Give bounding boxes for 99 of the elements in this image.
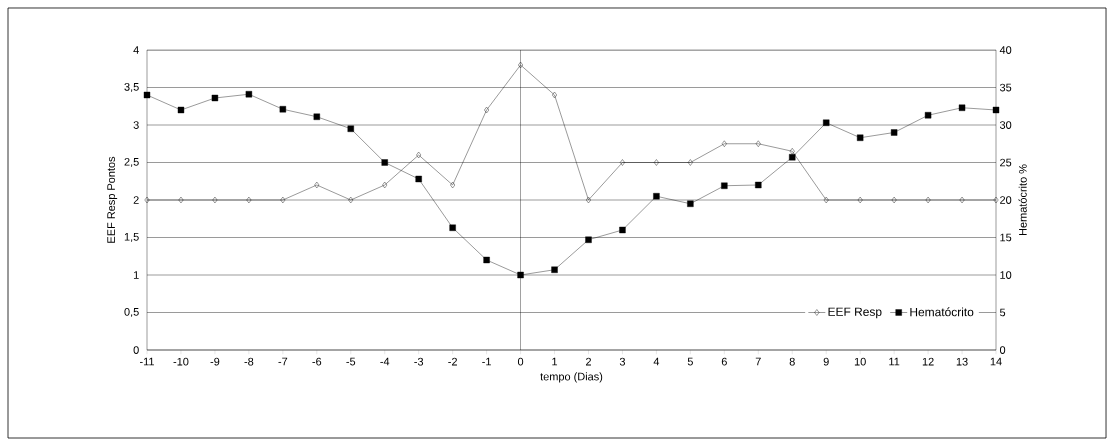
x-tick-label: -8 (244, 357, 254, 366)
point (856, 134, 864, 141)
point (382, 181, 388, 189)
y2-axis-title: Hematócrito % (1018, 164, 1027, 236)
point (958, 104, 966, 111)
x-tick-label: -3 (414, 357, 424, 366)
point (925, 196, 931, 204)
y2-tick-label: 15 (1000, 233, 1012, 242)
point (551, 266, 558, 273)
x-tick-label: 12 (922, 357, 934, 366)
x-tick-label: -1 (482, 357, 491, 366)
point (211, 94, 219, 102)
point (280, 196, 286, 204)
x-tick-label: 9 (823, 357, 829, 366)
y2-tick-label: 40 (999, 46, 1012, 54)
point (823, 196, 829, 204)
x-tick-label: 13 (956, 357, 968, 366)
y-tick-label: 4 (133, 46, 139, 54)
point (416, 151, 422, 159)
x-tick-label: -11 (139, 357, 154, 366)
x-tick-label: 10 (854, 357, 866, 366)
point (857, 196, 863, 204)
y2-tick-label: 10 (1000, 271, 1012, 279)
y-tick-label: 0 (133, 346, 139, 354)
point (890, 129, 898, 136)
point (381, 159, 388, 166)
point (755, 140, 761, 147)
point (517, 271, 524, 279)
point (924, 112, 932, 119)
y2-tick-label: 20 (1000, 196, 1012, 204)
point (721, 182, 728, 189)
y-tick-label: 0,5 (124, 307, 139, 318)
point (789, 154, 796, 161)
point (246, 196, 252, 204)
legend-label: Hematócrito (910, 307, 974, 317)
point (992, 106, 1000, 114)
point (585, 236, 592, 243)
y-tick-label: 2,5 (124, 157, 139, 168)
x-tick-label: -9 (210, 357, 220, 366)
x-tick-label: -10 (173, 357, 189, 366)
point (347, 125, 354, 132)
x-tick-label: -2 (448, 357, 457, 366)
x-tick-label: -4 (380, 357, 390, 366)
point (823, 119, 830, 126)
y2-tick-label: 30 (999, 121, 1012, 129)
point (449, 224, 456, 231)
y-tick-label: 3,5 (124, 82, 139, 93)
point (245, 91, 253, 98)
x-axis-title: tempo (Dias) (540, 372, 603, 383)
x-tick-label: 6 (721, 357, 727, 366)
x-tick-label: -7 (278, 357, 288, 366)
point (348, 196, 354, 204)
point (653, 159, 659, 166)
x-tick-label: 1 (552, 357, 558, 366)
point (212, 196, 218, 204)
x-tick-label: 5 (687, 357, 693, 366)
point (450, 181, 456, 189)
point (177, 106, 185, 114)
point (993, 196, 999, 204)
point (415, 175, 422, 183)
point (143, 91, 151, 99)
point (314, 181, 320, 189)
legend-label: EEF Resp (828, 307, 882, 319)
x-tick-label: -6 (312, 357, 322, 366)
y-tick-label: 3 (133, 121, 139, 129)
y-tick-label: 1,5 (124, 233, 139, 242)
point (619, 226, 626, 234)
y2-tick-label: 0 (999, 346, 1006, 354)
point (959, 196, 965, 204)
x-tick-label: 14 (990, 357, 1002, 366)
y2-tick-label: 5 (999, 308, 1006, 317)
y-axis-title: EEF Resp Pontos (107, 156, 118, 243)
y2-tick-label: 35 (999, 83, 1012, 92)
point (518, 61, 524, 69)
x-tick-label: -5 (346, 357, 356, 366)
point (755, 181, 762, 189)
point (144, 196, 150, 204)
point (484, 106, 490, 114)
y-tick-label: 1 (133, 271, 139, 279)
y2-tick-label: 25 (1000, 158, 1012, 167)
point (313, 113, 320, 120)
x-tick-label: 2 (585, 357, 591, 366)
point (721, 140, 727, 147)
point (653, 193, 660, 200)
x-tick-label: 4 (653, 357, 660, 366)
y-tick-label: 2 (133, 196, 139, 204)
x-tick-label: 7 (755, 357, 761, 366)
point (178, 196, 184, 204)
point (687, 200, 694, 207)
point (483, 256, 490, 264)
x-tick-label: 8 (789, 357, 795, 366)
point (620, 159, 625, 166)
x-tick-label: 11 (889, 357, 900, 366)
point (279, 106, 287, 113)
point (891, 196, 897, 204)
x-tick-label: 0 (517, 357, 524, 366)
point (789, 148, 795, 155)
point (687, 159, 693, 166)
x-tick-label: 3 (619, 357, 626, 366)
